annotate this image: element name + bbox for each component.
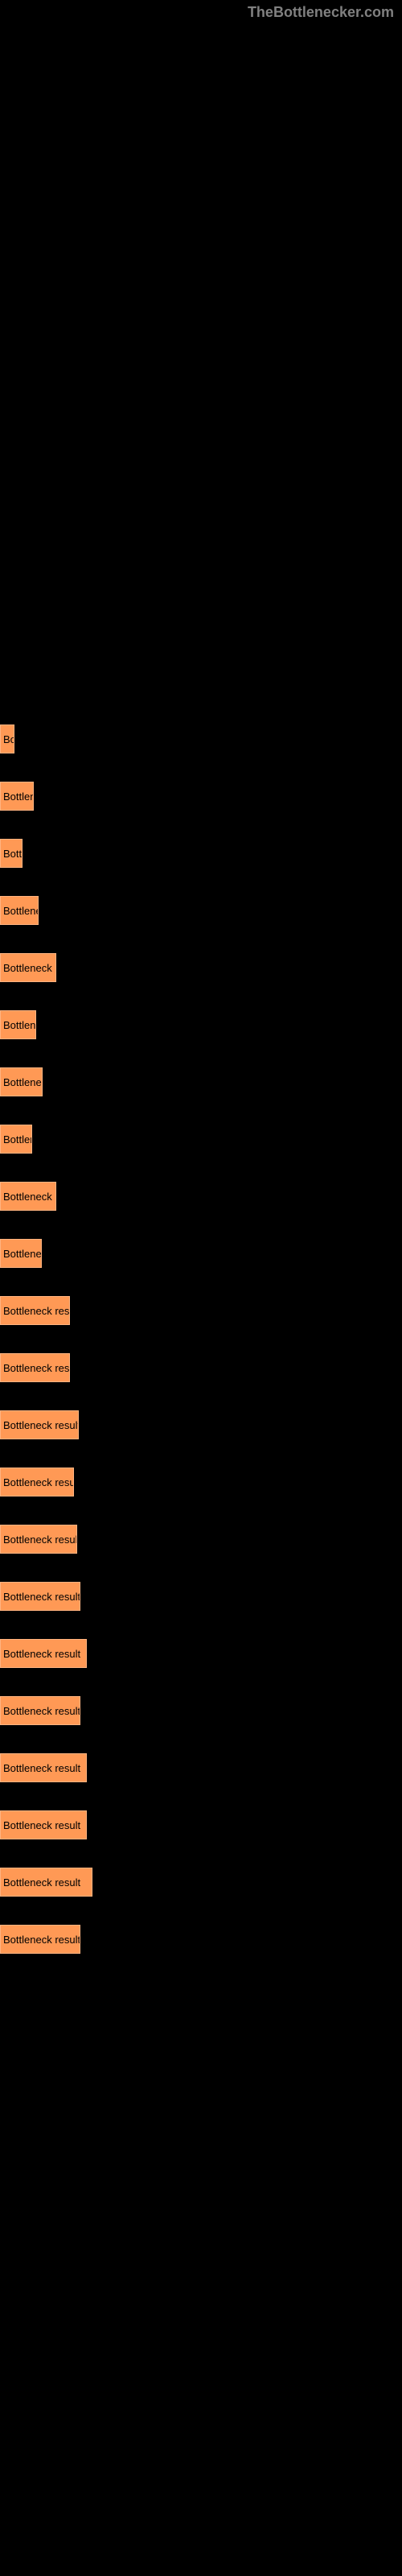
- bar-row: Bottleneck result: [0, 1810, 402, 1839]
- chart-bar: Bottlen: [0, 1125, 32, 1154]
- chart-bar: Bo: [0, 724, 14, 753]
- chart-bar: Bottleneck result: [0, 1639, 87, 1668]
- bar-chart: Bo Bottlene Bottl Bottleneck Bottleneck re Bo…: [0, 0, 402, 2022]
- bar-label: Bo: [3, 733, 14, 745]
- bar-row: Bottleneck result: [0, 1410, 402, 1439]
- bar-row: Bottleneck: [0, 1067, 402, 1096]
- chart-bar: Bottleneck result: [0, 1868, 92, 1897]
- bar-label: Bottleneck result: [3, 1934, 80, 1946]
- bar-row: Bottleneck result: [0, 1582, 402, 1611]
- chart-bar: Bottlene: [0, 782, 34, 811]
- bar-label: Bottleneck result: [3, 1819, 80, 1831]
- bar-row: Bottl: [0, 839, 402, 868]
- bar-label: Bottleneck result: [3, 1762, 80, 1774]
- bar-label: Bottleneck result: [3, 1362, 70, 1374]
- bar-row: Bottlenec: [0, 1010, 402, 1039]
- bar-label: Bottl: [3, 848, 23, 860]
- bar-row: Bottleneck result: [0, 1639, 402, 1668]
- chart-bar: Bottleneck: [0, 1067, 43, 1096]
- chart-bar: Bottleneck result: [0, 1925, 80, 1954]
- bar-row: Bottleneck result: [0, 1696, 402, 1725]
- bar-row: Bottleneck result: [0, 1525, 402, 1554]
- bar-row: Bottlen: [0, 1125, 402, 1154]
- chart-bar: Bottl: [0, 839, 23, 868]
- chart-bar: Bottleneck result: [0, 1810, 87, 1839]
- bar-label: Bottleneck: [3, 905, 39, 917]
- chart-bar: Bottleneck re: [0, 953, 56, 982]
- bar-row: Bottlene: [0, 782, 402, 811]
- bar-label: Bottleneck: [3, 1248, 42, 1260]
- bar-label: Bottleneck result: [3, 1705, 80, 1717]
- chart-bar: Bottleneck: [0, 1239, 42, 1268]
- bar-label: Bottleneck result: [3, 1591, 80, 1603]
- bar-label: Bottleneck result: [3, 1876, 80, 1889]
- chart-bar: Bottleneck result: [0, 1753, 87, 1782]
- bar-row: Bottleneck: [0, 896, 402, 925]
- chart-bar: Bottleneck result: [0, 1468, 74, 1496]
- bar-label: Bottlene: [3, 791, 34, 803]
- bar-row: Bottleneck result: [0, 1296, 402, 1325]
- chart-bar: Bottleneck: [0, 896, 39, 925]
- bar-row: Bottleneck result: [0, 1925, 402, 1954]
- bar-row: Bottleneck result: [0, 1468, 402, 1496]
- chart-bar: Bottleneck result: [0, 1696, 80, 1725]
- chart-bar: Bottleneck re: [0, 1182, 56, 1211]
- chart-bar: Bottleneck result: [0, 1410, 79, 1439]
- bar-row: Bottleneck result: [0, 1868, 402, 1897]
- chart-bar: Bottleneck result: [0, 1525, 77, 1554]
- bar-label: Bottleneck result: [3, 1476, 74, 1488]
- bar-row: Bottleneck: [0, 1239, 402, 1268]
- bar-row: Bottleneck re: [0, 953, 402, 982]
- bar-row: Bo: [0, 724, 402, 753]
- chart-bar: Bottleneck result: [0, 1353, 70, 1382]
- bar-row: Bottleneck re: [0, 1182, 402, 1211]
- bar-label: Bottleneck result: [3, 1419, 79, 1431]
- bar-label: Bottlenec: [3, 1019, 36, 1031]
- bar-label: Bottleneck: [3, 1076, 43, 1088]
- chart-bar: Bottlenec: [0, 1010, 36, 1039]
- chart-bar: Bottleneck result: [0, 1582, 80, 1611]
- bar-label: Bottleneck result: [3, 1534, 77, 1546]
- bar-label: Bottlen: [3, 1133, 32, 1146]
- chart-bar: Bottleneck result: [0, 1296, 70, 1325]
- bar-row: Bottleneck result: [0, 1353, 402, 1382]
- bar-label: Bottleneck result: [3, 1305, 70, 1317]
- bar-label: Bottleneck result: [3, 1648, 80, 1660]
- bar-label: Bottleneck re: [3, 962, 56, 974]
- bar-row: Bottleneck result: [0, 1753, 402, 1782]
- bar-label: Bottleneck re: [3, 1191, 56, 1203]
